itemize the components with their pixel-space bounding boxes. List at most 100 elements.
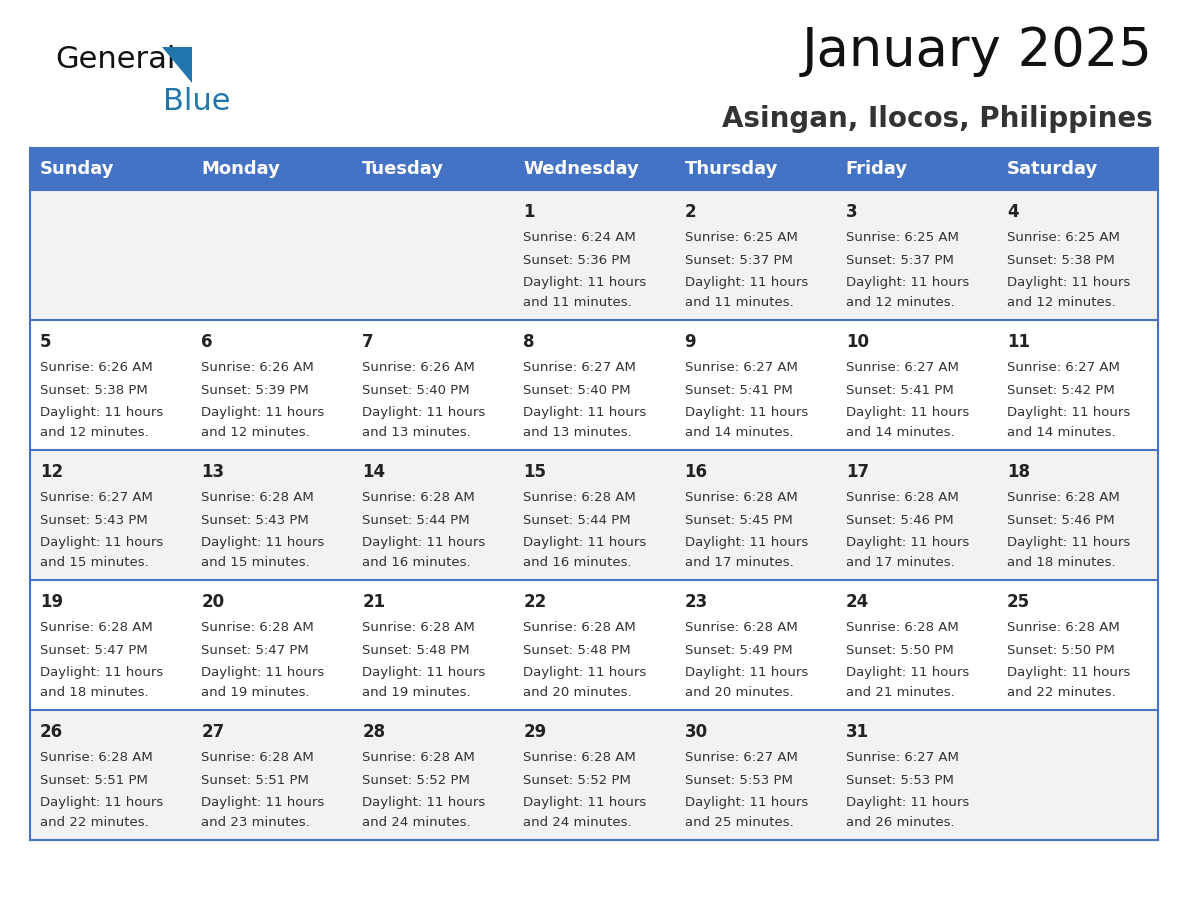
Text: Daylight: 11 hours: Daylight: 11 hours [684, 406, 808, 419]
Text: Daylight: 11 hours: Daylight: 11 hours [40, 666, 163, 679]
Text: Sunrise: 6:27 AM: Sunrise: 6:27 AM [846, 751, 959, 764]
Bar [30, 190, 1158, 320]
Text: Sunset: 5:45 PM: Sunset: 5:45 PM [684, 513, 792, 527]
Text: Sunrise: 6:26 AM: Sunrise: 6:26 AM [201, 361, 314, 374]
Text: 29: 29 [524, 723, 546, 741]
Text: 16: 16 [684, 463, 708, 481]
Text: Daylight: 11 hours: Daylight: 11 hours [1007, 406, 1130, 419]
Text: Sunrise: 6:28 AM: Sunrise: 6:28 AM [362, 491, 475, 504]
Text: Daylight: 11 hours: Daylight: 11 hours [846, 406, 969, 419]
Text: 14: 14 [362, 463, 385, 481]
Text: Daylight: 11 hours: Daylight: 11 hours [362, 796, 486, 809]
Text: Sunrise: 6:28 AM: Sunrise: 6:28 AM [40, 751, 153, 764]
Text: Sunrise: 6:26 AM: Sunrise: 6:26 AM [40, 361, 153, 374]
Text: Sunrise: 6:28 AM: Sunrise: 6:28 AM [846, 491, 959, 504]
Text: 1: 1 [524, 203, 535, 221]
Text: 2: 2 [684, 203, 696, 221]
Bar [30, 320, 1158, 450]
Text: Sunrise: 6:27 AM: Sunrise: 6:27 AM [846, 361, 959, 374]
Text: Daylight: 11 hours: Daylight: 11 hours [201, 666, 324, 679]
Text: and 22 minutes.: and 22 minutes. [40, 816, 148, 829]
Text: and 25 minutes.: and 25 minutes. [684, 816, 794, 829]
Bar [30, 580, 1158, 710]
Text: 7: 7 [362, 333, 374, 351]
Text: Daylight: 11 hours: Daylight: 11 hours [362, 406, 486, 419]
Text: Sunset: 5:51 PM: Sunset: 5:51 PM [40, 774, 147, 787]
Text: Daylight: 11 hours: Daylight: 11 hours [40, 536, 163, 549]
Text: Sunset: 5:50 PM: Sunset: 5:50 PM [846, 644, 954, 656]
Text: 5: 5 [40, 333, 51, 351]
Text: Daylight: 11 hours: Daylight: 11 hours [524, 536, 646, 549]
Text: and 17 minutes.: and 17 minutes. [846, 555, 954, 569]
Text: and 18 minutes.: and 18 minutes. [1007, 555, 1116, 569]
Polygon shape [162, 47, 192, 83]
Text: Wednesday: Wednesday [524, 160, 639, 178]
Text: Daylight: 11 hours: Daylight: 11 hours [201, 536, 324, 549]
Text: 31: 31 [846, 723, 868, 741]
Text: Sunrise: 6:28 AM: Sunrise: 6:28 AM [201, 621, 314, 634]
Text: and 14 minutes.: and 14 minutes. [684, 426, 794, 439]
Text: Sunrise: 6:28 AM: Sunrise: 6:28 AM [846, 621, 959, 634]
Text: Sunset: 5:36 PM: Sunset: 5:36 PM [524, 253, 631, 266]
Text: Sunrise: 6:27 AM: Sunrise: 6:27 AM [684, 361, 797, 374]
Text: and 15 minutes.: and 15 minutes. [201, 555, 310, 569]
Text: and 11 minutes.: and 11 minutes. [684, 296, 794, 308]
Text: Sunrise: 6:26 AM: Sunrise: 6:26 AM [362, 361, 475, 374]
Text: Sunrise: 6:24 AM: Sunrise: 6:24 AM [524, 231, 637, 244]
Text: January 2025: January 2025 [802, 25, 1154, 77]
Text: 20: 20 [201, 593, 225, 611]
Text: Daylight: 11 hours: Daylight: 11 hours [684, 276, 808, 289]
Text: Sunrise: 6:28 AM: Sunrise: 6:28 AM [362, 621, 475, 634]
Text: 19: 19 [40, 593, 63, 611]
Text: and 16 minutes.: and 16 minutes. [362, 555, 470, 569]
Text: 10: 10 [846, 333, 868, 351]
Text: and 12 minutes.: and 12 minutes. [201, 426, 310, 439]
Text: Sunrise: 6:28 AM: Sunrise: 6:28 AM [684, 491, 797, 504]
Text: Thursday: Thursday [684, 160, 778, 178]
Text: and 12 minutes.: and 12 minutes. [846, 296, 954, 308]
Text: and 16 minutes.: and 16 minutes. [524, 555, 632, 569]
Text: Daylight: 11 hours: Daylight: 11 hours [524, 666, 646, 679]
Text: Daylight: 11 hours: Daylight: 11 hours [362, 536, 486, 549]
Text: Sunrise: 6:25 AM: Sunrise: 6:25 AM [1007, 231, 1120, 244]
Text: and 12 minutes.: and 12 minutes. [1007, 296, 1116, 308]
Text: Sunrise: 6:28 AM: Sunrise: 6:28 AM [362, 751, 475, 764]
Text: 17: 17 [846, 463, 868, 481]
Text: Sunrise: 6:28 AM: Sunrise: 6:28 AM [201, 751, 314, 764]
Text: 24: 24 [846, 593, 868, 611]
Text: Sunset: 5:53 PM: Sunset: 5:53 PM [846, 774, 954, 787]
Text: Sunrise: 6:27 AM: Sunrise: 6:27 AM [40, 491, 153, 504]
Bar [30, 148, 1158, 190]
Text: Daylight: 11 hours: Daylight: 11 hours [846, 276, 969, 289]
Text: Daylight: 11 hours: Daylight: 11 hours [40, 796, 163, 809]
Text: Daylight: 11 hours: Daylight: 11 hours [362, 666, 486, 679]
Text: Daylight: 11 hours: Daylight: 11 hours [1007, 666, 1130, 679]
Text: 21: 21 [362, 593, 385, 611]
Text: Sunset: 5:53 PM: Sunset: 5:53 PM [684, 774, 792, 787]
Text: Sunset: 5:42 PM: Sunset: 5:42 PM [1007, 384, 1114, 397]
Text: Sunrise: 6:28 AM: Sunrise: 6:28 AM [1007, 621, 1119, 634]
Text: Sunrise: 6:25 AM: Sunrise: 6:25 AM [684, 231, 797, 244]
Text: and 21 minutes.: and 21 minutes. [846, 686, 954, 699]
Text: 8: 8 [524, 333, 535, 351]
Text: and 18 minutes.: and 18 minutes. [40, 686, 148, 699]
Text: and 20 minutes.: and 20 minutes. [524, 686, 632, 699]
Text: Daylight: 11 hours: Daylight: 11 hours [684, 536, 808, 549]
Text: 3: 3 [846, 203, 858, 221]
Text: Sunrise: 6:27 AM: Sunrise: 6:27 AM [684, 751, 797, 764]
Text: Daylight: 11 hours: Daylight: 11 hours [524, 276, 646, 289]
Text: Sunrise: 6:28 AM: Sunrise: 6:28 AM [524, 621, 637, 634]
Text: Sunrise: 6:27 AM: Sunrise: 6:27 AM [524, 361, 637, 374]
Text: Daylight: 11 hours: Daylight: 11 hours [524, 406, 646, 419]
Text: Daylight: 11 hours: Daylight: 11 hours [524, 796, 646, 809]
Text: Sunrise: 6:28 AM: Sunrise: 6:28 AM [201, 491, 314, 504]
Text: and 22 minutes.: and 22 minutes. [1007, 686, 1116, 699]
Text: Daylight: 11 hours: Daylight: 11 hours [684, 666, 808, 679]
Text: 12: 12 [40, 463, 63, 481]
Text: Sunrise: 6:28 AM: Sunrise: 6:28 AM [524, 491, 637, 504]
Text: 25: 25 [1007, 593, 1030, 611]
Text: Sunset: 5:43 PM: Sunset: 5:43 PM [40, 513, 147, 527]
Text: and 20 minutes.: and 20 minutes. [684, 686, 794, 699]
Text: Tuesday: Tuesday [362, 160, 444, 178]
Text: Sunset: 5:38 PM: Sunset: 5:38 PM [40, 384, 147, 397]
